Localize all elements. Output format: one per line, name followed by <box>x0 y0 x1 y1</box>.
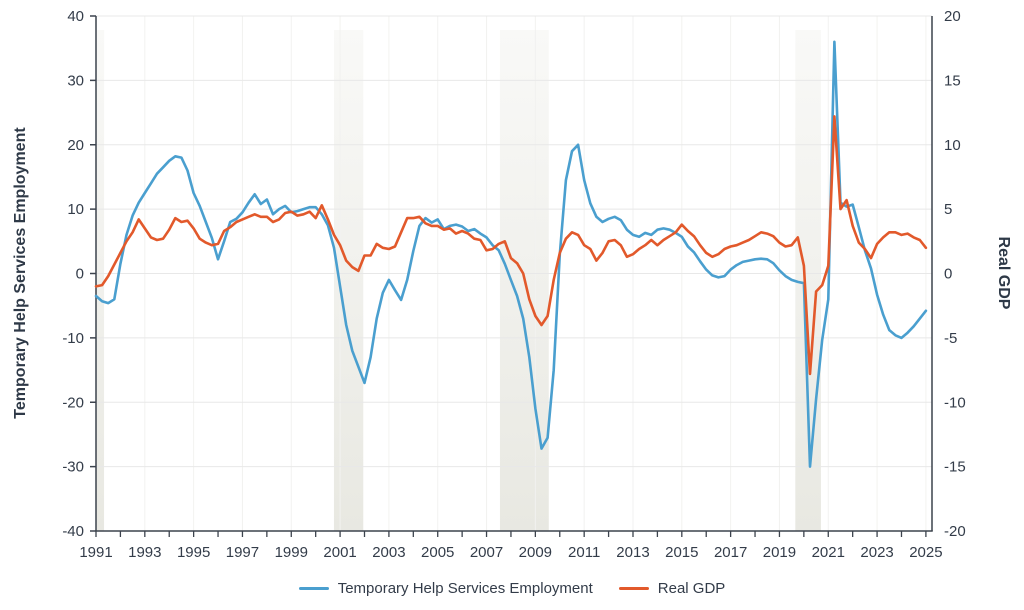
x-tick-label: 2023 <box>860 544 893 561</box>
legend-swatch-orange <box>618 587 649 590</box>
x-tick-label: 2019 <box>763 544 796 561</box>
x-tick-label: 2005 <box>421 544 454 561</box>
legend-label-real-gdp: Real GDP <box>657 580 726 597</box>
x-tick-label: 1999 <box>275 544 308 561</box>
x-tick-label: 2015 <box>665 544 698 561</box>
series-lines <box>94 40 928 468</box>
left-tick-label: 0 <box>76 266 84 283</box>
series-line-1 <box>94 115 928 376</box>
x-tick-label: 2009 <box>519 544 552 561</box>
right-tick-label: -15 <box>944 459 966 476</box>
recession-band <box>795 30 821 531</box>
right-tick-label: -5 <box>944 330 957 347</box>
x-tick-label: 1991 <box>79 544 112 561</box>
right-tick-label: 15 <box>944 72 961 89</box>
legend-item-temp-help: Temporary Help Services Employment <box>298 580 593 597</box>
x-tick-label: 2013 <box>616 544 649 561</box>
recession-band <box>96 30 105 531</box>
left-tick-label: 40 <box>67 8 84 25</box>
legend-label-temp-help: Temporary Help Services Employment <box>337 580 593 597</box>
left-tick-label: -40 <box>62 523 84 540</box>
left-tick-label: -20 <box>62 394 84 411</box>
axes <box>90 15 933 537</box>
tick-labels: 403020100-10-20-30-4020151050-5-10-15-20… <box>62 8 965 561</box>
legend-item-real-gdp: Real GDP <box>618 580 726 597</box>
right-tick-label: 10 <box>944 137 961 154</box>
recession-bands <box>96 30 821 531</box>
x-tick-label: 2001 <box>323 544 356 561</box>
x-tick-label: 2017 <box>714 544 747 561</box>
x-tick-label: 2021 <box>812 544 845 561</box>
right-tick-label: 5 <box>944 201 952 218</box>
left-tick-label: -10 <box>62 330 84 347</box>
series-line-0 <box>94 40 928 468</box>
legend-swatch-blue <box>298 587 329 590</box>
x-tick-label: 2003 <box>372 544 405 561</box>
chart-legend: Temporary Help Services Employment Real … <box>0 580 1024 597</box>
right-tick-label: 20 <box>944 8 961 25</box>
left-tick-label: 20 <box>67 137 84 154</box>
left-tick-label: -30 <box>62 459 84 476</box>
right-tick-label: 0 <box>944 266 952 283</box>
x-tick-label: 1995 <box>177 544 210 561</box>
x-tick-label: 2025 <box>909 544 942 561</box>
x-tick-label: 2011 <box>568 544 600 561</box>
x-tick-label: 1993 <box>128 544 161 561</box>
left-tick-label: 30 <box>67 72 84 89</box>
x-tick-label: 2007 <box>470 544 503 561</box>
gridlines <box>95 15 932 531</box>
x-tick-label: 1997 <box>226 544 259 561</box>
right-tick-label: -10 <box>944 394 966 411</box>
right-tick-label: -20 <box>944 523 966 540</box>
left-tick-label: 10 <box>67 201 84 218</box>
